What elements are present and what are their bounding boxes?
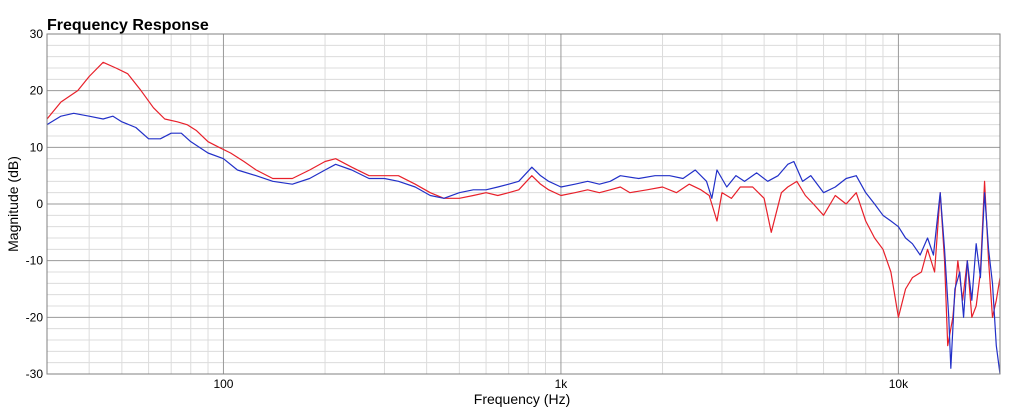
y-tick-label: -20 <box>26 310 44 324</box>
y-tick-label: 30 <box>30 27 44 41</box>
series-line-1 <box>46 61 1001 347</box>
y-tick-label: 10 <box>30 140 44 154</box>
y-axis-label: Magnitude (dB) <box>5 156 21 252</box>
series-layer <box>46 61 1001 375</box>
y-tick-label: -30 <box>26 367 44 381</box>
x-tick-label: 1k <box>555 377 569 391</box>
y-tick-label: -10 <box>26 254 44 268</box>
x-axis-label: Frequency (Hz) <box>474 391 570 407</box>
y-tick-label: 20 <box>30 84 44 98</box>
x-tick-label: 10k <box>889 377 909 391</box>
y-tick-label: 0 <box>36 197 43 211</box>
x-tick-label: 100 <box>213 377 233 391</box>
plot-frame <box>46 33 1001 375</box>
chart-title: Frequency Response <box>47 17 209 34</box>
series-line-2 <box>46 112 1001 375</box>
